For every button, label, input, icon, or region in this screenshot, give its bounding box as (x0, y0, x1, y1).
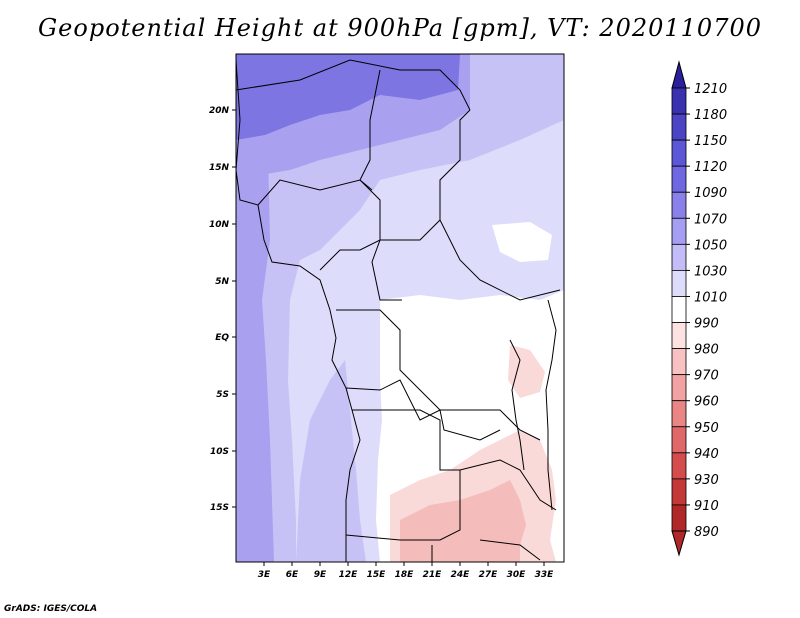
colorbar-label: 1050 (694, 238, 727, 253)
colorbar-segment (671, 270, 687, 297)
border-mid-2 (336, 309, 541, 441)
colorbar-segment (671, 139, 687, 167)
lon-tick-label: 12E (339, 570, 359, 580)
colorbar-segment (671, 400, 687, 428)
border-mid-1 (319, 219, 561, 301)
border-north-3 (439, 109, 471, 220)
colorbar-label: 930 (694, 473, 719, 488)
colorbar-label: 980 (694, 343, 719, 358)
colorbar-segment (671, 296, 687, 323)
colorbar-segment (671, 426, 687, 454)
latitude-axis: 20N 15N 10N 5N EQ 5S 10S 15S (209, 106, 236, 513)
field-deep-north (236, 54, 460, 140)
colorbar-label: 960 (694, 395, 719, 410)
colorbar-segment (671, 478, 687, 506)
lon-tick-label: 18E (395, 570, 415, 580)
lat-tick-label: EQ (215, 333, 229, 343)
border-east-lakes (509, 339, 525, 471)
border-mid-3 (345, 379, 501, 441)
colorbar-label: 1070 (694, 212, 727, 227)
colorbar-segment (671, 243, 687, 271)
border-east-coast (545, 299, 557, 511)
lon-tick-label: 21E (423, 570, 443, 580)
border-north-1 (235, 59, 471, 111)
lon-tick-label: 24E (451, 570, 471, 580)
colorbar-segment (671, 217, 687, 245)
colorbar-segment (671, 504, 687, 532)
colorbar-label: 1090 (694, 186, 727, 201)
colorbar-segment (671, 113, 687, 141)
colorbar-label: 990 (694, 317, 719, 332)
colorbar-label: 1030 (694, 264, 727, 279)
geopotential-field (236, 54, 564, 562)
colorbar-label: 940 (694, 447, 719, 462)
border-south-3 (431, 539, 541, 562)
colorbar-segment (671, 87, 687, 115)
field-white-patch (492, 222, 552, 262)
colorbar-top-arrow (671, 60, 687, 89)
grads-credit: GrADS: IGES/COLA (4, 604, 98, 614)
field-ocean-band (236, 54, 564, 562)
lon-tick-label: 15E (367, 570, 387, 580)
lat-tick-label: 15S (210, 503, 229, 513)
colorbar-label: 950 (694, 421, 719, 436)
colorbar-label: 1210 (694, 82, 727, 97)
lon-tick-label: 3E (258, 570, 271, 580)
lat-tick-label: 5N (215, 277, 229, 287)
colorbar-segment (671, 165, 687, 193)
colorbar-label: 1150 (694, 134, 727, 149)
colorbar-segment (671, 191, 687, 219)
lat-tick-label: 5S (216, 390, 229, 400)
field-west-strip (236, 140, 274, 562)
lon-tick-label: 30E (507, 570, 527, 580)
colorbar-label: 970 (694, 369, 719, 384)
field-north-east (470, 54, 564, 120)
field-pink-east (508, 345, 545, 398)
field-ocean-band-2 (296, 360, 366, 562)
colorbar-label: 1120 (694, 160, 727, 175)
map-frame (235, 53, 565, 563)
colorbar: 1210 1180 1150 1120 1090 1070 1050 1030 1010 990 9… (671, 60, 727, 557)
lon-tick-label: 27E (479, 570, 499, 580)
lon-tick-label: 9E (314, 570, 327, 580)
colorbar-segment (671, 374, 687, 402)
lat-tick-label: 10S (210, 447, 229, 457)
coastline-west (235, 59, 361, 562)
colorbar-label: 1180 (694, 108, 727, 123)
colorbar-segment (671, 452, 687, 480)
border-south-2 (459, 459, 557, 511)
colorbar-bottom-arrow (671, 530, 687, 557)
colorbar-segment (671, 348, 687, 376)
border-sahel (257, 179, 402, 301)
lat-tick-label: 15N (209, 163, 230, 173)
map-title: Geopotential Height at 900hPa [gpm], VT:… (38, 14, 762, 42)
lon-tick-label: 6E (286, 570, 299, 580)
colorbar-label: 1010 (694, 290, 727, 305)
colorbar-label: 910 (694, 499, 719, 514)
colorbar-segment (671, 322, 687, 349)
colorbar-label: 890 (694, 525, 719, 540)
lon-tick-label: 33E (535, 570, 555, 580)
longitude-axis: 3E 6E 9E 12E 15E 18E 21E 24E 27E 30E 33E (258, 562, 554, 580)
country-borders (235, 59, 561, 562)
lat-tick-label: 20N (209, 106, 230, 116)
lat-tick-label: 10N (209, 220, 230, 230)
